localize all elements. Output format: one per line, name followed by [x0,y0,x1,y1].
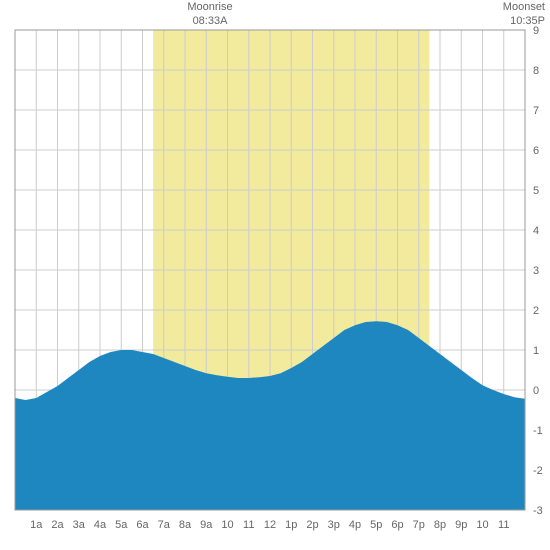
x-tick-label: 9p [455,519,467,531]
moonset-title: Moonset [503,1,545,13]
y-tick-label: 3 [533,265,539,277]
x-tick-label: 7p [413,519,425,531]
moonrise-title: Moonrise [187,1,232,13]
x-tick-label: 10 [221,519,233,531]
x-tick-label: 6p [391,519,403,531]
x-tick-label: 3a [73,519,86,531]
y-tick-label: 1 [533,345,539,357]
tide-chart: Moonrise 08:33A Moonset 10:35P -3-2-1012… [0,0,550,550]
y-tick-label: 5 [533,185,539,197]
y-tick-label: -1 [533,425,543,437]
x-tick-label: 11 [498,519,509,531]
x-tick-label: 1p [285,519,297,531]
moonrise-time: 08:33A [193,15,228,27]
x-tick-label: 3p [328,519,340,531]
y-tick-label: 6 [533,145,539,157]
x-tick-label: 12 [264,519,276,531]
x-tick-label: 9a [200,519,213,531]
y-tick-label: 0 [533,385,539,397]
y-tick-label: -2 [533,465,543,477]
y-tick-label: 7 [533,105,539,117]
y-tick-label: 4 [533,225,539,237]
x-tick-label: 6a [136,519,149,531]
x-tick-label: 2a [51,519,64,531]
moonrise-label: Moonrise 08:33A [170,0,250,29]
chart-svg: -3-2-101234567891a2a3a4a5a6a7a8a9a101112… [0,0,550,550]
x-tick-label: 7a [158,519,171,531]
x-tick-label: 11 [243,519,254,531]
x-tick-label: 8p [434,519,446,531]
y-tick-label: -3 [533,505,543,517]
y-tick-label: 2 [533,305,539,317]
x-tick-label: 4p [349,519,361,531]
moonset-label: Moonset 10:35P [485,0,545,29]
x-tick-label: 8a [179,519,192,531]
moonset-time: 10:35P [510,15,545,27]
x-tick-label: 5p [370,519,382,531]
x-tick-label: 5a [115,519,128,531]
y-tick-label: 8 [533,65,539,77]
x-tick-label: 2p [306,519,318,531]
x-tick-label: 10 [476,519,488,531]
x-tick-label: 1a [30,519,43,531]
x-tick-label: 4a [94,519,107,531]
